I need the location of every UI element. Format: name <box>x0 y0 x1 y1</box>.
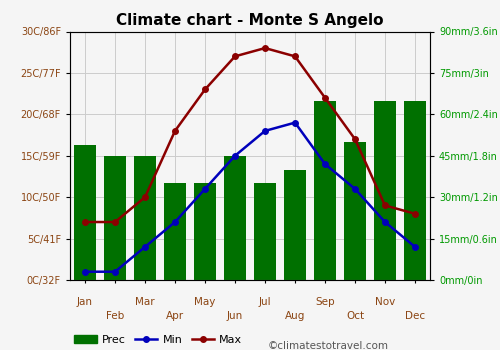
Bar <box>194 183 216 280</box>
Text: Mar: Mar <box>135 297 155 307</box>
Text: Jan: Jan <box>77 297 93 307</box>
Text: Jul: Jul <box>258 297 272 307</box>
Bar <box>224 156 246 280</box>
Text: Feb: Feb <box>106 310 124 321</box>
Bar <box>314 100 336 280</box>
Text: Nov: Nov <box>375 297 395 307</box>
Text: Apr: Apr <box>166 310 184 321</box>
Bar <box>104 156 126 280</box>
Bar <box>254 183 276 280</box>
Text: Aug: Aug <box>285 310 305 321</box>
Text: ©climatestotravel.com: ©climatestotravel.com <box>268 341 389 350</box>
Bar <box>74 145 96 280</box>
Text: Oct: Oct <box>346 310 364 321</box>
Bar <box>374 100 396 280</box>
Text: Sep: Sep <box>315 297 335 307</box>
Bar <box>344 142 366 280</box>
Legend: Prec, Min, Max: Prec, Min, Max <box>70 331 247 350</box>
Text: May: May <box>194 297 216 307</box>
Bar <box>164 183 186 280</box>
Text: Dec: Dec <box>405 310 425 321</box>
Bar <box>134 156 156 280</box>
Title: Climate chart - Monte S Angelo: Climate chart - Monte S Angelo <box>116 13 384 28</box>
Bar <box>284 169 306 280</box>
Text: Jun: Jun <box>227 310 243 321</box>
Bar <box>404 100 426 280</box>
